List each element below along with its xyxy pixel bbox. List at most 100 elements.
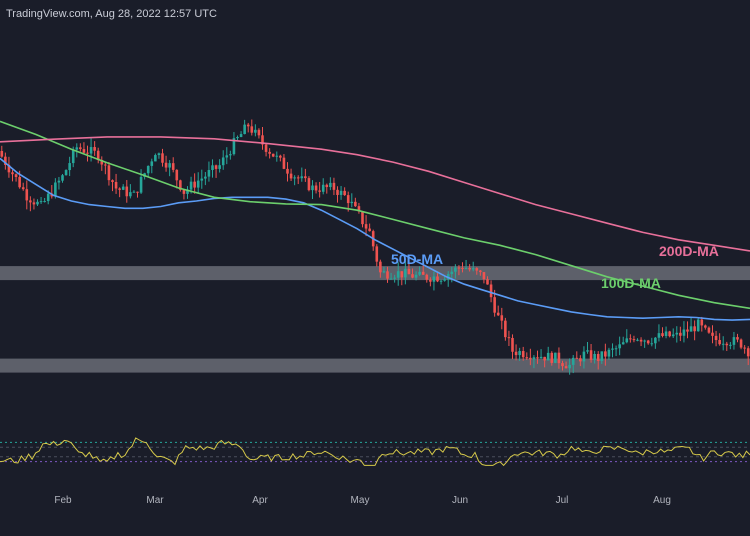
candle-body bbox=[664, 331, 668, 336]
candle-body bbox=[354, 201, 357, 207]
candle-body bbox=[618, 344, 621, 349]
candle-body bbox=[639, 339, 643, 342]
candle-body bbox=[461, 267, 464, 269]
candle-body bbox=[193, 181, 196, 188]
candle-body bbox=[389, 278, 393, 280]
candle-body bbox=[543, 356, 546, 361]
support-resistance-zone-2 bbox=[0, 358, 750, 373]
time-axis-tick-label: Jun bbox=[452, 495, 468, 506]
candle-body bbox=[482, 272, 486, 280]
candle-body bbox=[432, 276, 436, 282]
candle-body bbox=[629, 338, 632, 340]
candle-body bbox=[350, 201, 354, 204]
candle-body bbox=[357, 206, 361, 212]
candle-body bbox=[61, 175, 64, 181]
ma-line-100d-ma bbox=[0, 120, 750, 310]
candle-body bbox=[511, 337, 514, 352]
candle-body bbox=[18, 177, 21, 188]
rsi-pane-background bbox=[0, 420, 750, 484]
candle-body bbox=[282, 157, 286, 169]
time-axis-tick-label: Apr bbox=[252, 495, 268, 506]
time-axis-tick-label: Aug bbox=[653, 495, 671, 506]
candle-body bbox=[0, 151, 4, 157]
candle-body bbox=[75, 147, 79, 150]
candle-body bbox=[4, 156, 7, 165]
candle-body bbox=[439, 280, 443, 282]
candle-body bbox=[636, 339, 639, 341]
candle-body bbox=[411, 274, 414, 278]
candle-body bbox=[361, 211, 364, 225]
candle-body bbox=[611, 348, 614, 350]
candle-body bbox=[57, 180, 61, 183]
candle-body bbox=[257, 129, 261, 136]
candle-body bbox=[650, 343, 654, 345]
candle-body bbox=[332, 182, 336, 190]
candle-body bbox=[11, 172, 14, 175]
candle-body bbox=[336, 189, 339, 195]
candle-body bbox=[293, 177, 296, 179]
candle-body bbox=[82, 149, 86, 153]
time-axis-tick-label: Jul bbox=[556, 495, 569, 506]
time-axis-tick-label: Mar bbox=[146, 495, 164, 506]
candle-body bbox=[489, 284, 493, 298]
candle-body bbox=[682, 329, 686, 336]
candle-body bbox=[364, 224, 368, 229]
candle-body bbox=[368, 228, 371, 232]
candle-body bbox=[196, 180, 200, 188]
candle-body bbox=[68, 163, 71, 171]
candle-body bbox=[207, 170, 211, 177]
candle-body bbox=[504, 320, 507, 338]
candle-body bbox=[107, 165, 111, 181]
candle-body bbox=[575, 357, 579, 359]
chart-source-header: TradingView.com, Aug 28, 2022 12:57 UTC bbox=[6, 8, 217, 20]
candle-body bbox=[111, 180, 114, 182]
candle-body bbox=[564, 366, 568, 369]
candle-body bbox=[182, 189, 186, 194]
candle-body bbox=[396, 271, 400, 278]
candle-body bbox=[425, 274, 429, 280]
candle-body bbox=[671, 334, 675, 337]
candle-body bbox=[132, 191, 136, 193]
candle-body bbox=[714, 335, 718, 341]
candle-body bbox=[200, 178, 204, 181]
candle-body bbox=[404, 268, 407, 278]
candle-body bbox=[475, 268, 479, 271]
candle-body bbox=[643, 340, 646, 342]
candle-body bbox=[593, 353, 596, 360]
candle-body bbox=[211, 165, 214, 171]
candle-body bbox=[154, 155, 157, 162]
candle-body bbox=[418, 271, 421, 275]
candle-body bbox=[157, 153, 161, 156]
candle-body bbox=[114, 181, 118, 189]
candle-body bbox=[204, 176, 207, 179]
candle-body bbox=[496, 312, 500, 316]
candle-body bbox=[421, 271, 425, 275]
candle-body bbox=[686, 329, 689, 332]
ma-line-200d-ma bbox=[0, 136, 750, 252]
candle-body bbox=[136, 191, 139, 193]
candle-body bbox=[454, 267, 457, 272]
candle-body bbox=[239, 134, 243, 138]
candle-body bbox=[736, 337, 739, 340]
candle-body bbox=[443, 279, 446, 281]
candle-body bbox=[225, 155, 229, 158]
candle-body bbox=[7, 164, 11, 173]
candle-body bbox=[118, 188, 121, 190]
candle-body bbox=[561, 363, 564, 367]
candle-body bbox=[71, 149, 75, 164]
candle-body bbox=[186, 189, 189, 194]
candle-body bbox=[279, 155, 282, 158]
ma-line-50d-ma bbox=[0, 157, 750, 321]
candle-body bbox=[86, 152, 89, 154]
candle-body bbox=[739, 339, 743, 348]
candle-body bbox=[568, 364, 571, 369]
candle-body bbox=[29, 200, 32, 203]
candle-body bbox=[343, 190, 346, 196]
candle-body bbox=[621, 342, 625, 345]
candle-body bbox=[36, 201, 39, 205]
candle-body bbox=[582, 351, 586, 362]
candle-body bbox=[318, 190, 321, 192]
candle-body bbox=[243, 124, 246, 135]
